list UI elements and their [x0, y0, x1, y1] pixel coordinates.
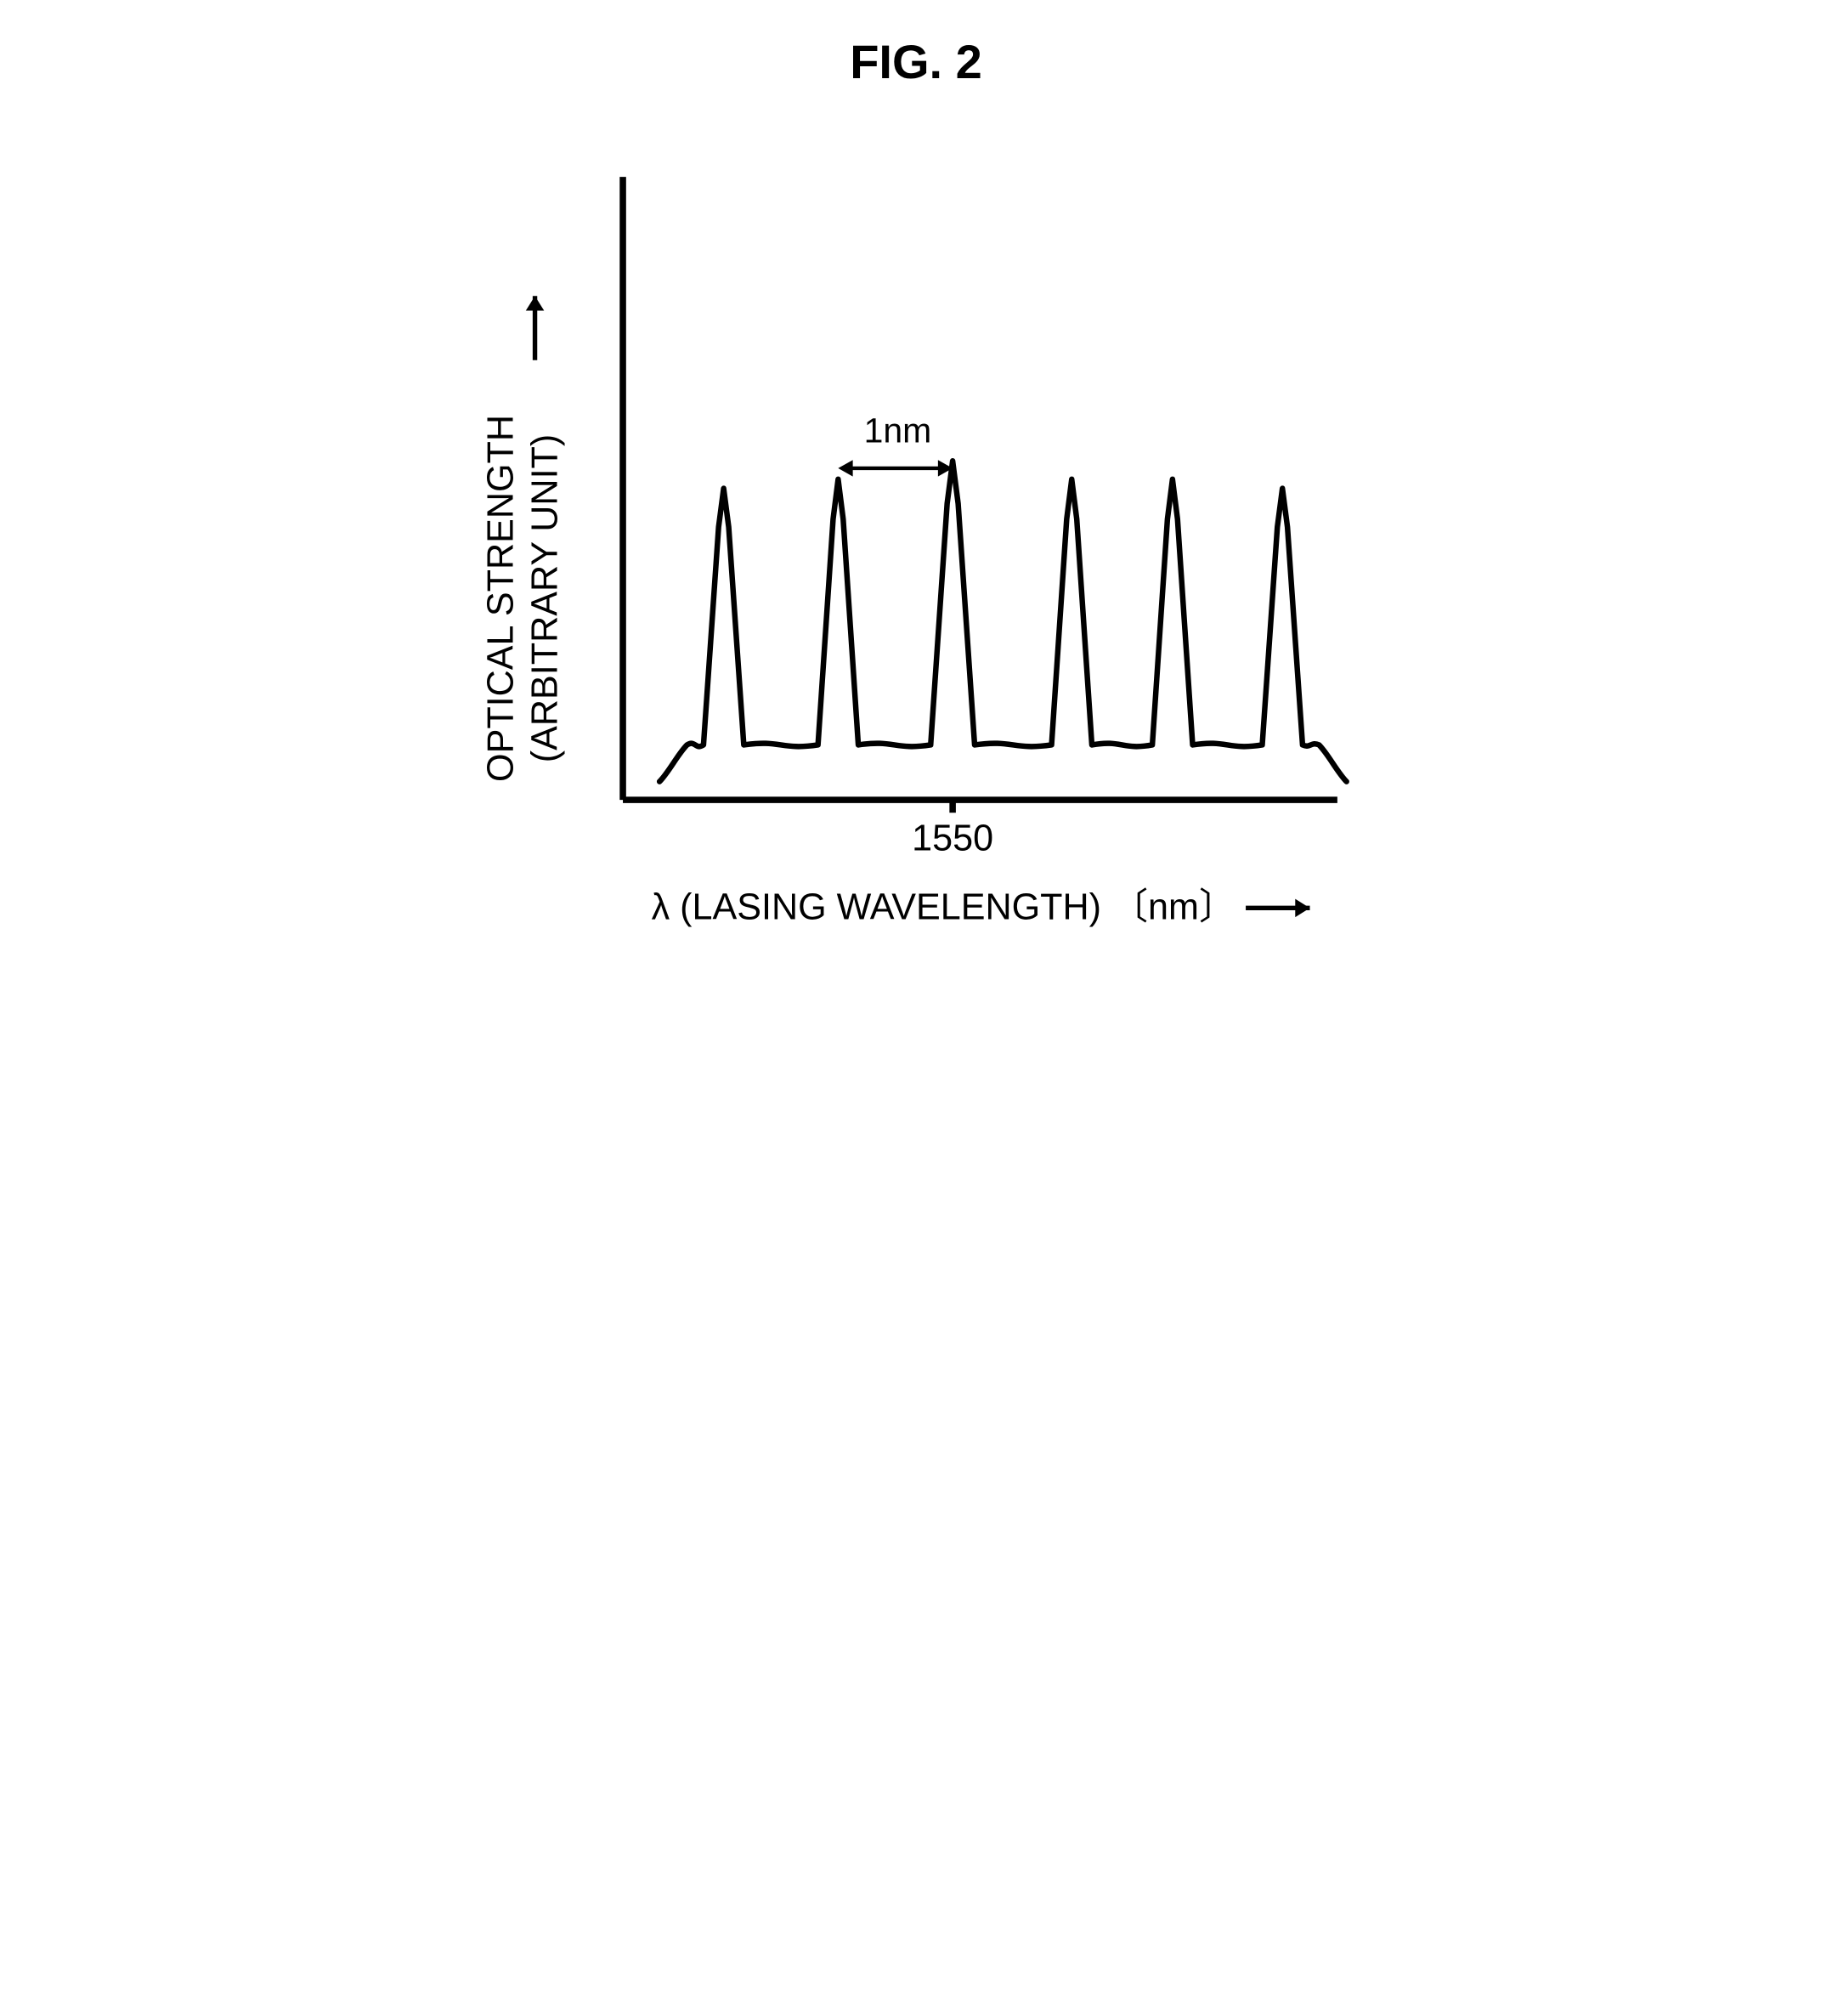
chart-svg: 1550 λ (LASING WAVELENGTH) 〔nm〕 OPTICAL ST… — [458, 140, 1374, 965]
y-axis-label-line1: OPTICAL STRENGTH — [481, 415, 522, 782]
spectrum-chart: 1550 λ (LASING WAVELENGTH) 〔nm〕 OPTICAL ST… — [458, 140, 1374, 965]
y-axis-label-line2: (ARBITRARY UNIT) — [524, 434, 565, 762]
x-label-arrowhead-icon — [1295, 899, 1309, 918]
spacing-annotation-text: 1nm — [864, 411, 932, 450]
x-tick-label: 1550 — [912, 818, 993, 858]
y-label-arrowhead-icon — [526, 296, 545, 310]
spectrum-curve — [659, 461, 1346, 781]
figure-title: FIG. 2 — [458, 34, 1374, 89]
figure-container: FIG. 2 1550 λ (LASING WAVELENGTH) 〔nm〕 OPT… — [458, 34, 1374, 965]
spacing-annotation-arrowhead-left-icon — [838, 460, 852, 476]
x-axis-label: λ (LASING WAVELENGTH) 〔nm〕 — [652, 886, 1235, 927]
